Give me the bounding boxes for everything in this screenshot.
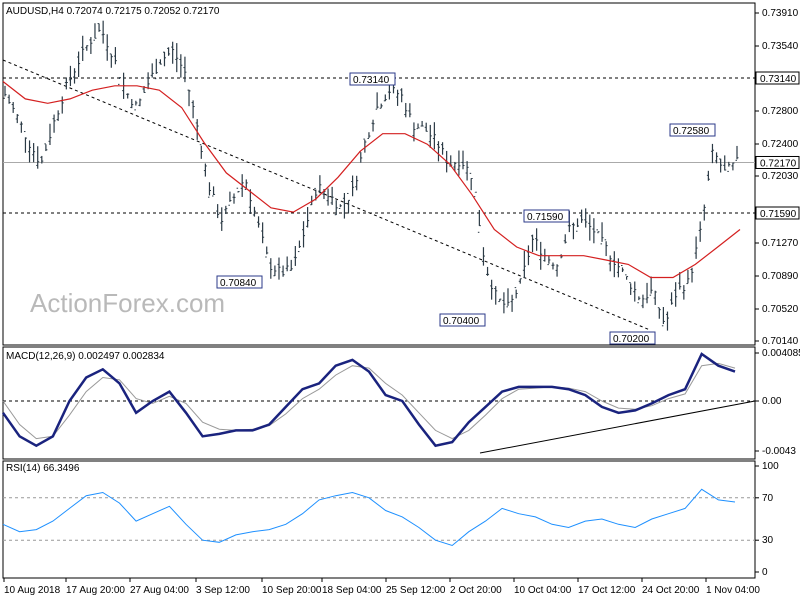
price-annotation-label: 0.73140 (353, 75, 390, 86)
watermark: ActionForex.com (30, 288, 225, 318)
rsi-title: RSI(14) 66.3496 (6, 463, 80, 474)
x-tick-label: 27 Aug 04:00 (130, 585, 189, 596)
macd-title: MACD(12,26,9) 0.002497 0.002834 (6, 351, 165, 362)
price-title: AUDUSD,H4 0.72074 0.72175 0.72052 0.7217… (6, 6, 220, 17)
price-tick-label: 0.73910 (762, 8, 799, 19)
x-tick-label: 1 Nov 04:00 (706, 585, 760, 596)
macd-panel (2, 346, 756, 460)
macd-tick-label: 0.00 (762, 396, 782, 407)
price-annotation-label: 0.70400 (443, 316, 480, 327)
price-annotation-box (216, 275, 263, 289)
price-annotation-box (669, 123, 716, 137)
trendline (2, 59, 651, 331)
macd-trendline (479, 400, 756, 454)
price-tick-label: 0.70520 (762, 304, 799, 315)
price-tick-label: 0.71270 (762, 238, 799, 249)
price-annotation-label: 0.71590 (527, 212, 564, 223)
x-tick-label: 10 Aug 2018 (4, 585, 61, 596)
x-tick-label: 17 Aug 20:00 (66, 585, 125, 596)
rsi-tick-label: 0 (762, 567, 768, 578)
price-tick-label: 0.72400 (762, 139, 799, 150)
price-annotation-box (609, 331, 656, 345)
macd-signal-line (2, 362, 736, 440)
price-annotation-label: 0.70840 (220, 278, 257, 289)
x-tick-label: 2 Oct 20:00 (450, 585, 502, 596)
rsi-line (2, 488, 736, 547)
price-annotation-box (523, 209, 570, 223)
price-annotation-label: 0.70200 (613, 334, 650, 345)
macd-tick-label: -0.0043 (762, 446, 796, 457)
x-tick-label: 3 Sep 12:00 (196, 585, 250, 596)
price-tick-label: 0.70890 (762, 271, 799, 282)
x-tick-label: 17 Oct 12:00 (578, 585, 636, 596)
x-tick-label: 10 Sep 20:00 (262, 585, 322, 596)
price-tick-label: 0.72030 (762, 171, 799, 182)
last-price-box (755, 155, 800, 169)
x-tick-label: 18 Sep 04:00 (322, 585, 382, 596)
level-label-box (755, 71, 800, 85)
price-annotation-label: 0.72580 (673, 126, 710, 137)
price-tick-label: 0.73540 (762, 41, 799, 52)
level-label-box (755, 206, 800, 220)
level-label: 0.73140 (760, 74, 797, 85)
rsi-panel (2, 460, 756, 579)
moving-average-line (2, 81, 741, 279)
last-price-label: 0.72170 (760, 158, 797, 169)
price-tick-label: 0.70140 (762, 336, 799, 347)
x-tick-label: 24 Oct 20:00 (642, 585, 700, 596)
macd-line (1, 352, 736, 448)
x-tick-label: 25 Sep 12:00 (386, 585, 446, 596)
rsi-tick-label: 30 (762, 535, 774, 546)
macd-tick-label: 0.004085 (762, 348, 800, 359)
rsi-tick-label: 100 (762, 461, 779, 472)
price-annotation-box (439, 313, 486, 327)
x-tick-label: 10 Oct 04:00 (514, 585, 572, 596)
price-tick-label: 0.72800 (762, 106, 799, 117)
price-annotation-box (349, 72, 396, 86)
level-label: 0.71590 (760, 209, 797, 220)
rsi-tick-label: 70 (762, 493, 774, 504)
price-panel (2, 2, 756, 346)
